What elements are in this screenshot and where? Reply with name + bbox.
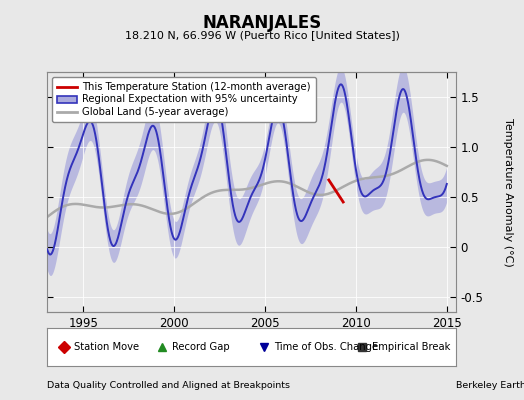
Text: Time of Obs. Change: Time of Obs. Change	[274, 342, 378, 352]
Legend: This Temperature Station (12-month average), Regional Expectation with 95% uncer: This Temperature Station (12-month avera…	[52, 77, 315, 122]
Text: NARANJALES: NARANJALES	[202, 14, 322, 32]
Text: Berkeley Earth: Berkeley Earth	[456, 381, 524, 390]
Text: Empirical Break: Empirical Break	[372, 342, 451, 352]
Text: Data Quality Controlled and Aligned at Breakpoints: Data Quality Controlled and Aligned at B…	[47, 381, 290, 390]
Text: 18.210 N, 66.996 W (Puerto Rico [United States]): 18.210 N, 66.996 W (Puerto Rico [United …	[125, 30, 399, 40]
Text: Record Gap: Record Gap	[172, 342, 230, 352]
Y-axis label: Temperature Anomaly (°C): Temperature Anomaly (°C)	[503, 118, 513, 266]
Text: Station Move: Station Move	[74, 342, 139, 352]
